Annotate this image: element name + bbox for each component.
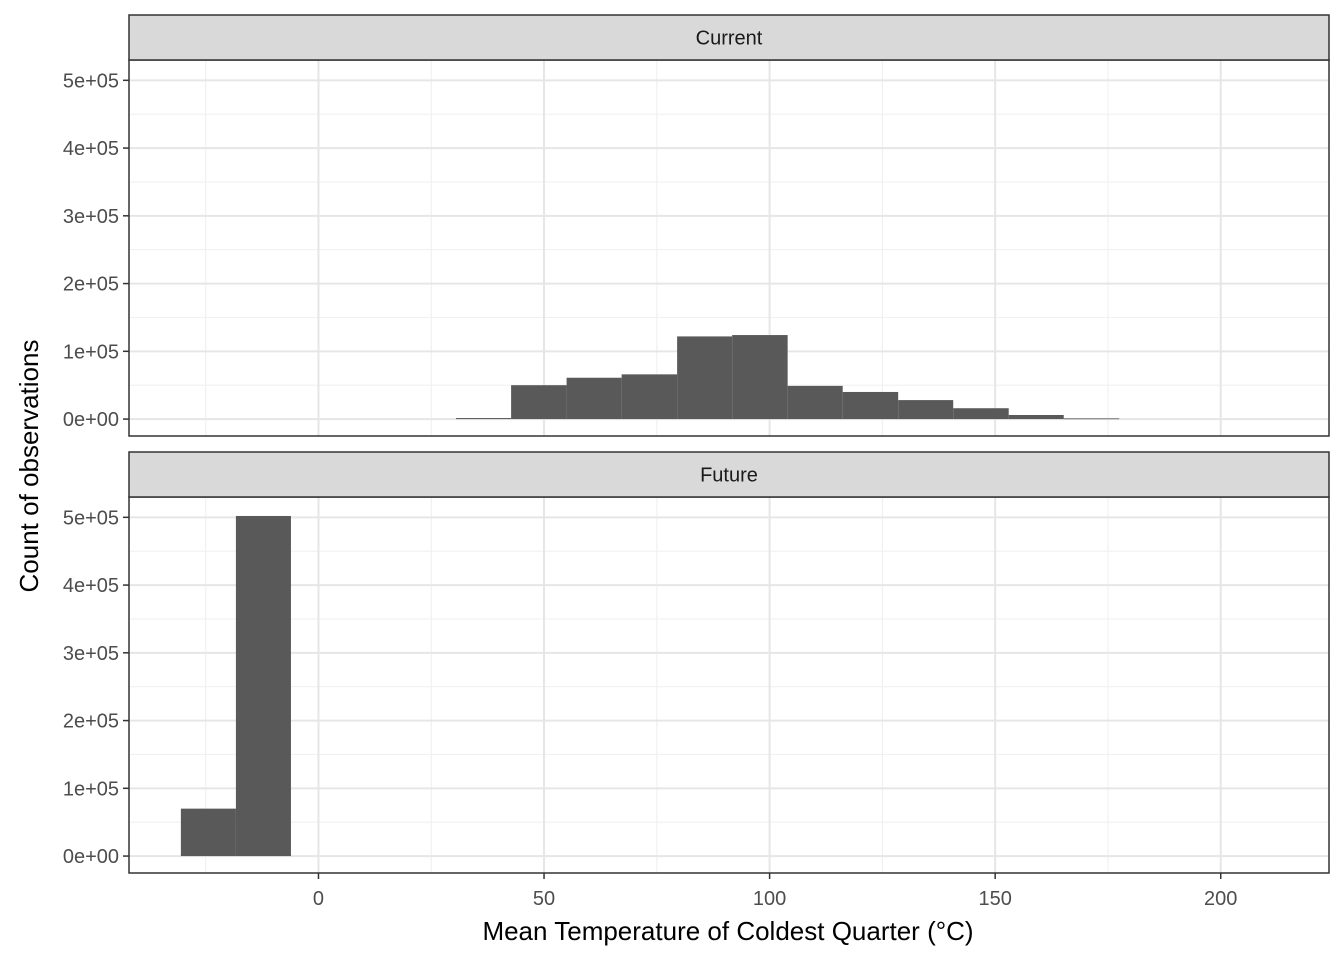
- histogram-bar: [953, 408, 1009, 420]
- y-tick-label: 0e+00: [63, 846, 119, 868]
- histogram-bar: [621, 374, 678, 420]
- histogram-bar: [456, 418, 512, 420]
- histogram-bar: [511, 385, 567, 420]
- panel-background: [129, 497, 1329, 873]
- histogram-bar: [1008, 414, 1064, 420]
- x-tick-label: 0: [313, 888, 324, 910]
- y-tick-label: 1e+05: [63, 341, 119, 363]
- histogram-bar: [898, 400, 954, 420]
- y-tick-label: 4e+05: [63, 138, 119, 160]
- y-tick-label: 4e+05: [63, 575, 119, 597]
- histogram-bar: [1063, 418, 1120, 420]
- y-tick-label: 2e+05: [63, 274, 119, 296]
- x-tick-label: 100: [753, 888, 786, 910]
- facet-strip: [128, 451, 1330, 498]
- facet-strip-label: Current: [696, 28, 763, 50]
- y-axis-title: Count of observations: [14, 340, 44, 593]
- y-tick-label: 1e+05: [63, 778, 119, 800]
- histogram-bar: [677, 336, 733, 420]
- y-tick-label: 5e+05: [63, 507, 119, 529]
- histogram-bar: [180, 808, 236, 857]
- histogram-bar: [566, 377, 622, 420]
- x-axis-title: Mean Temperature of Coldest Quarter (°C): [482, 916, 973, 946]
- facet-panel-future: Future 0e+00 1e+05 2e+05 3e+05 4e+05 5e+05: [63, 451, 1330, 874]
- histogram-bar: [235, 515, 291, 857]
- x-tick-label: 200: [1204, 888, 1237, 910]
- x-axis: 0 50 100 150 200: [313, 873, 1237, 910]
- y-tick-label: 3e+05: [63, 643, 119, 665]
- facet-strip: [128, 14, 1330, 61]
- x-tick-label: 150: [978, 888, 1011, 910]
- facet-panel-current: Current 0e+00 1e+05 2e+05 3e+05 4e+05 5e+05: [63, 14, 1330, 437]
- histogram-bar: [732, 335, 788, 420]
- histogram-bar: [787, 385, 843, 420]
- y-tick-label: 2e+05: [63, 711, 119, 733]
- y-tick-label: 0e+00: [63, 409, 119, 431]
- histogram-bar: [842, 391, 899, 420]
- x-tick-label: 50: [533, 888, 555, 910]
- y-tick-label: 5e+05: [63, 70, 119, 92]
- facet-strip-label: Future: [700, 465, 758, 487]
- y-tick-label: 3e+05: [63, 206, 119, 228]
